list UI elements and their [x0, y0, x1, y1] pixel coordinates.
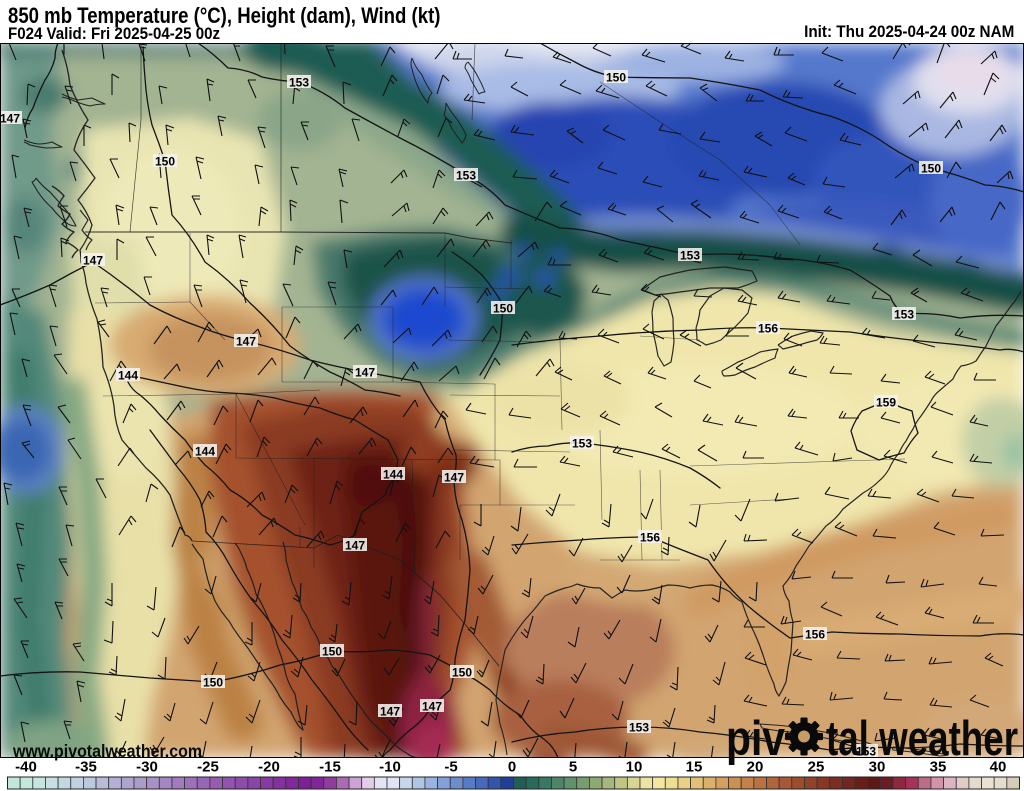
svg-text:0: 0: [508, 759, 516, 776]
svg-text:156: 156: [758, 322, 778, 336]
svg-text:35: 35: [930, 759, 947, 776]
svg-text:147: 147: [380, 705, 400, 719]
svg-text:159: 159: [876, 396, 896, 410]
svg-text:150: 150: [493, 302, 513, 316]
svg-text:-40: -40: [15, 759, 37, 776]
svg-text:25: 25: [808, 759, 825, 776]
svg-text:20: 20: [747, 759, 764, 776]
svg-text:150: 150: [155, 155, 175, 169]
svg-text:15: 15: [686, 759, 703, 776]
svg-text:www.pivotalweather.com: www.pivotalweather.com: [12, 741, 202, 761]
svg-text:153: 153: [894, 308, 914, 322]
svg-text:153: 153: [856, 745, 876, 759]
svg-text:144: 144: [383, 468, 403, 482]
svg-text:153: 153: [680, 249, 700, 263]
svg-text:147: 147: [444, 471, 464, 485]
svg-text:150: 150: [606, 71, 626, 85]
svg-text:147: 147: [355, 366, 375, 380]
svg-text:-20: -20: [258, 759, 280, 776]
svg-text:-5: -5: [444, 759, 457, 776]
svg-text:147: 147: [83, 254, 103, 268]
svg-text:40: 40: [990, 759, 1007, 776]
svg-text:144: 144: [195, 445, 215, 459]
svg-text:-10: -10: [379, 759, 401, 776]
svg-text:tal weather: tal weather: [826, 712, 1018, 766]
svg-text:144: 144: [118, 369, 138, 383]
svg-text:147: 147: [345, 539, 365, 553]
svg-text:153: 153: [456, 169, 476, 183]
svg-text:piv: piv: [726, 712, 786, 766]
svg-text:-15: -15: [319, 759, 341, 776]
svg-text:10: 10: [626, 759, 643, 776]
svg-text:153: 153: [572, 437, 592, 451]
svg-text:150: 150: [203, 676, 223, 690]
svg-text:-25: -25: [197, 759, 219, 776]
svg-text:153: 153: [289, 76, 309, 90]
svg-text:5: 5: [569, 759, 577, 776]
svg-text:150: 150: [322, 645, 342, 659]
svg-text:153: 153: [629, 721, 649, 735]
svg-text:-30: -30: [136, 759, 158, 776]
svg-text:147: 147: [236, 335, 256, 349]
svg-text:-35: -35: [75, 759, 97, 776]
svg-text:156: 156: [805, 628, 825, 642]
svg-text:150: 150: [921, 162, 941, 176]
svg-text:156: 156: [640, 531, 660, 545]
svg-text:150: 150: [452, 666, 472, 680]
svg-text:30: 30: [869, 759, 886, 776]
svg-text:147: 147: [0, 112, 20, 126]
svg-text:147: 147: [422, 700, 442, 714]
